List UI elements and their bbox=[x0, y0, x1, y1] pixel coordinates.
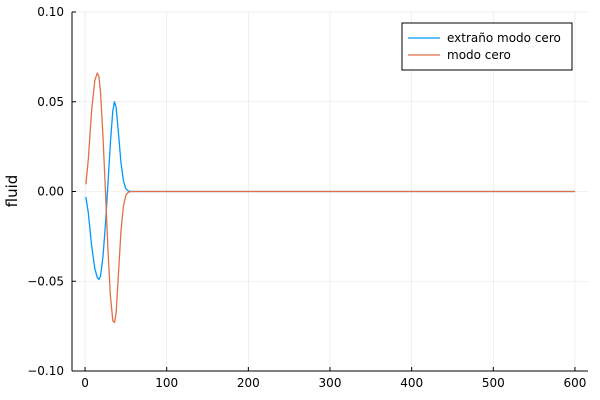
y-tick-label: 0.00 bbox=[37, 185, 64, 199]
axes bbox=[71, 11, 588, 372]
series-line-1 bbox=[85, 101, 575, 281]
x-tick-label: 600 bbox=[563, 376, 586, 390]
y-axis-label: fluid bbox=[3, 175, 21, 208]
legend-label-series-1: extraño modo cero bbox=[447, 31, 561, 45]
legend-box bbox=[401, 22, 573, 71]
x-tick-label: 500 bbox=[482, 376, 505, 390]
x-tick-label: 200 bbox=[237, 376, 260, 390]
y-tick-label: −0.10 bbox=[27, 364, 64, 378]
tick-labels: 0 100 200 300 400 500 600 −0.10 −0.05 0.00 0.05 0.1… bbox=[27, 5, 586, 390]
legend-label-series-2: modo cero bbox=[447, 48, 511, 62]
x-tick-label: 300 bbox=[319, 376, 342, 390]
legend: extraño modo cero modo cero bbox=[401, 22, 573, 71]
x-tick-label: 0 bbox=[81, 376, 89, 390]
series-line-2 bbox=[85, 72, 575, 324]
plot-area bbox=[85, 72, 575, 324]
y-tick-label: 0.10 bbox=[37, 5, 64, 19]
x-tick-label: 100 bbox=[155, 376, 178, 390]
y-tick-label: 0.05 bbox=[37, 95, 64, 109]
x-tick-label: 400 bbox=[400, 376, 423, 390]
y-tick-label: −0.05 bbox=[27, 274, 64, 288]
